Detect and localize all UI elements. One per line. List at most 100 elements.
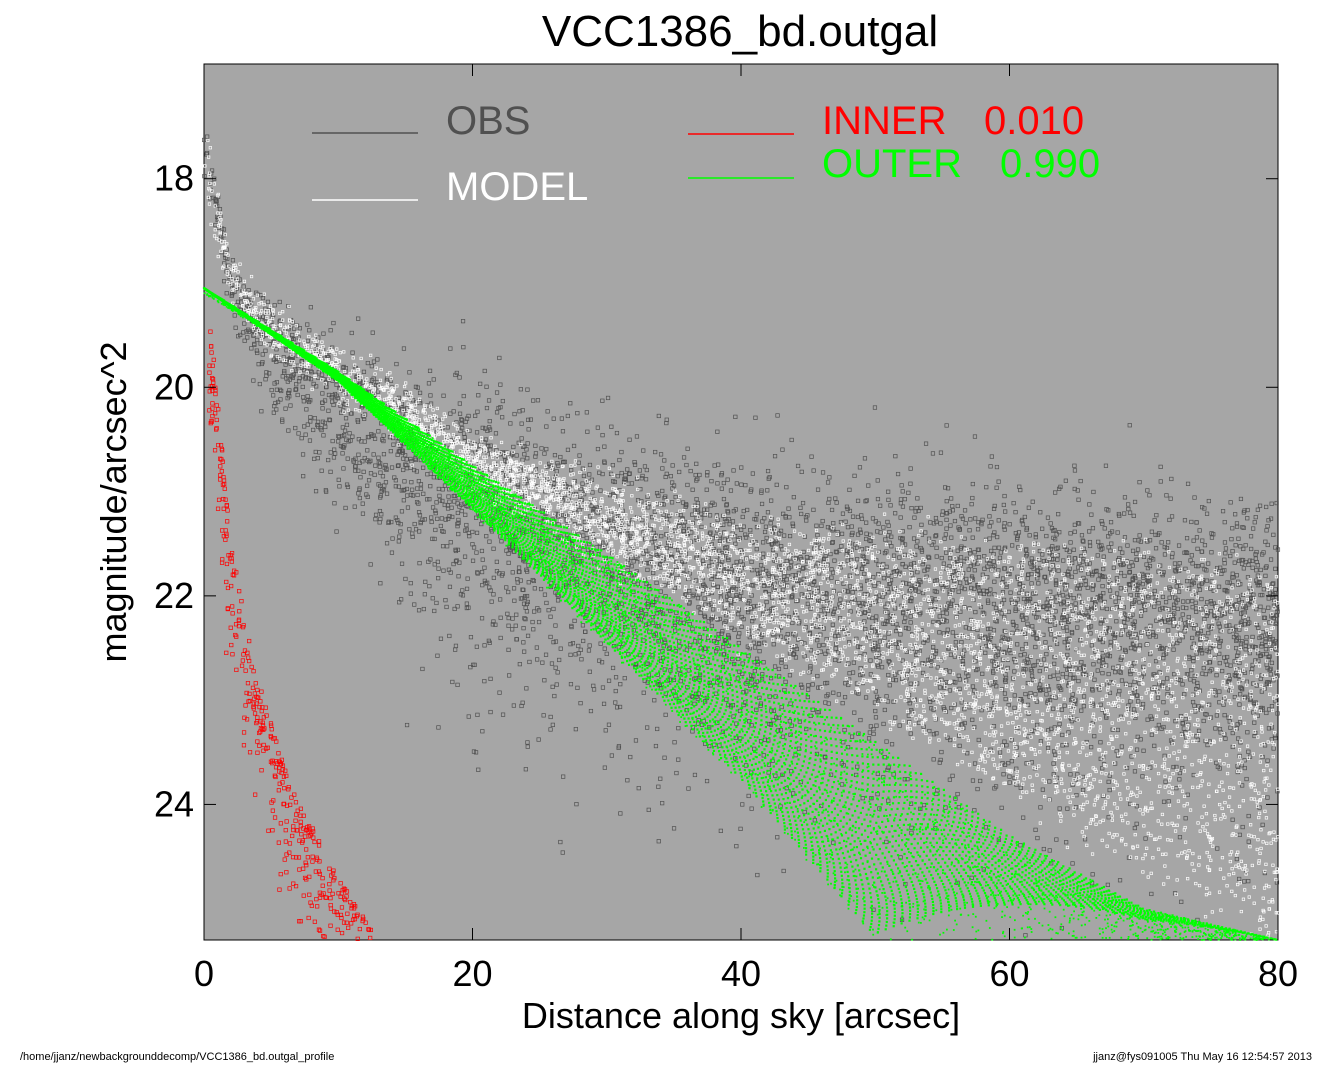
obs-point xyxy=(963,521,968,526)
obs-point xyxy=(955,791,960,797)
obs-point xyxy=(1189,622,1194,627)
obs-point xyxy=(1020,646,1025,652)
obs-point xyxy=(704,487,709,492)
obs-point xyxy=(958,555,964,560)
obs-point xyxy=(762,529,768,535)
obs-point xyxy=(427,368,433,373)
obs-point xyxy=(649,540,654,545)
obs-point xyxy=(985,636,990,642)
obs-point xyxy=(1264,710,1269,716)
obs-point xyxy=(393,515,398,520)
obs-point xyxy=(1025,621,1030,626)
obs-point xyxy=(482,643,487,648)
obs-point xyxy=(724,545,729,550)
obs-point xyxy=(692,772,698,778)
obs-point xyxy=(1089,512,1094,517)
obs-point xyxy=(663,474,668,480)
obs-point xyxy=(975,561,980,566)
obs-point xyxy=(1260,592,1265,598)
obs-point xyxy=(636,786,641,791)
obs-point xyxy=(1149,529,1154,534)
obs-point xyxy=(910,646,915,651)
obs-point xyxy=(404,463,409,468)
obs-point xyxy=(585,429,590,434)
obs-point xyxy=(604,651,609,656)
plot-area xyxy=(203,63,1279,941)
obs-point xyxy=(1135,734,1140,739)
obs-point xyxy=(867,615,872,620)
obs-point xyxy=(1091,489,1096,495)
obs-point xyxy=(551,416,556,421)
obs-point xyxy=(906,595,911,600)
obs-point xyxy=(272,381,277,386)
obs-point xyxy=(1137,480,1142,485)
obs-point xyxy=(852,473,857,478)
obs-point xyxy=(790,521,795,526)
obs-point xyxy=(1149,891,1154,897)
obs-point xyxy=(305,322,310,327)
obs-point xyxy=(1051,761,1056,766)
obs-point xyxy=(815,673,820,679)
obs-point xyxy=(1160,594,1166,600)
obs-point xyxy=(487,585,492,590)
obs-point xyxy=(441,529,446,534)
obs-point xyxy=(1001,649,1006,654)
obs-point xyxy=(1239,600,1244,605)
obs-point xyxy=(1112,635,1117,640)
obs-point xyxy=(522,616,527,621)
obs-point xyxy=(1200,538,1205,543)
obs-point xyxy=(1043,640,1048,645)
obs-point xyxy=(425,497,430,502)
obs-point xyxy=(428,471,433,476)
obs-point xyxy=(350,350,355,355)
obs-point xyxy=(1077,593,1082,598)
obs-point xyxy=(719,486,724,491)
obs-point xyxy=(733,541,738,546)
obs-point xyxy=(909,596,914,601)
obs-point xyxy=(1237,832,1242,837)
obs-point xyxy=(706,555,711,561)
obs-point xyxy=(861,601,866,606)
obs-point xyxy=(987,592,992,597)
obs-point xyxy=(738,826,743,831)
obs-point xyxy=(743,532,748,537)
obs-point xyxy=(1004,582,1009,587)
obs-point xyxy=(914,544,919,549)
obs-point xyxy=(1222,696,1227,702)
obs-point xyxy=(1107,690,1113,695)
obs-point xyxy=(1091,662,1096,667)
obs-point xyxy=(619,449,624,455)
obs-point xyxy=(301,399,306,404)
obs-point xyxy=(1033,827,1038,832)
obs-point xyxy=(1248,534,1254,539)
obs-point xyxy=(590,490,595,495)
obs-point xyxy=(1072,522,1077,527)
obs-point xyxy=(1047,602,1052,608)
obs-point xyxy=(721,522,726,527)
obs-point xyxy=(1075,625,1080,630)
obs-point xyxy=(466,714,471,719)
obs-point xyxy=(301,395,306,400)
obs-point xyxy=(521,626,526,631)
obs-point xyxy=(1012,669,1017,674)
obs-point xyxy=(859,547,864,552)
obs-point xyxy=(1214,713,1219,718)
obs-point xyxy=(1189,519,1194,525)
obs-point xyxy=(1230,526,1235,531)
obs-point xyxy=(1259,689,1264,694)
obs-point xyxy=(1240,639,1245,644)
obs-point xyxy=(1000,576,1006,581)
obs-point xyxy=(497,690,502,695)
obs-point xyxy=(440,487,445,492)
obs-point xyxy=(953,568,959,574)
obs-point xyxy=(438,523,443,529)
obs-point xyxy=(855,644,861,649)
obs-point xyxy=(931,644,936,650)
obs-point xyxy=(866,483,871,488)
obs-point xyxy=(1007,780,1012,785)
obs-point xyxy=(915,496,920,501)
obs-point xyxy=(737,594,742,599)
obs-point xyxy=(1062,544,1067,549)
obs-point xyxy=(1246,562,1251,567)
obs-point xyxy=(616,645,621,650)
